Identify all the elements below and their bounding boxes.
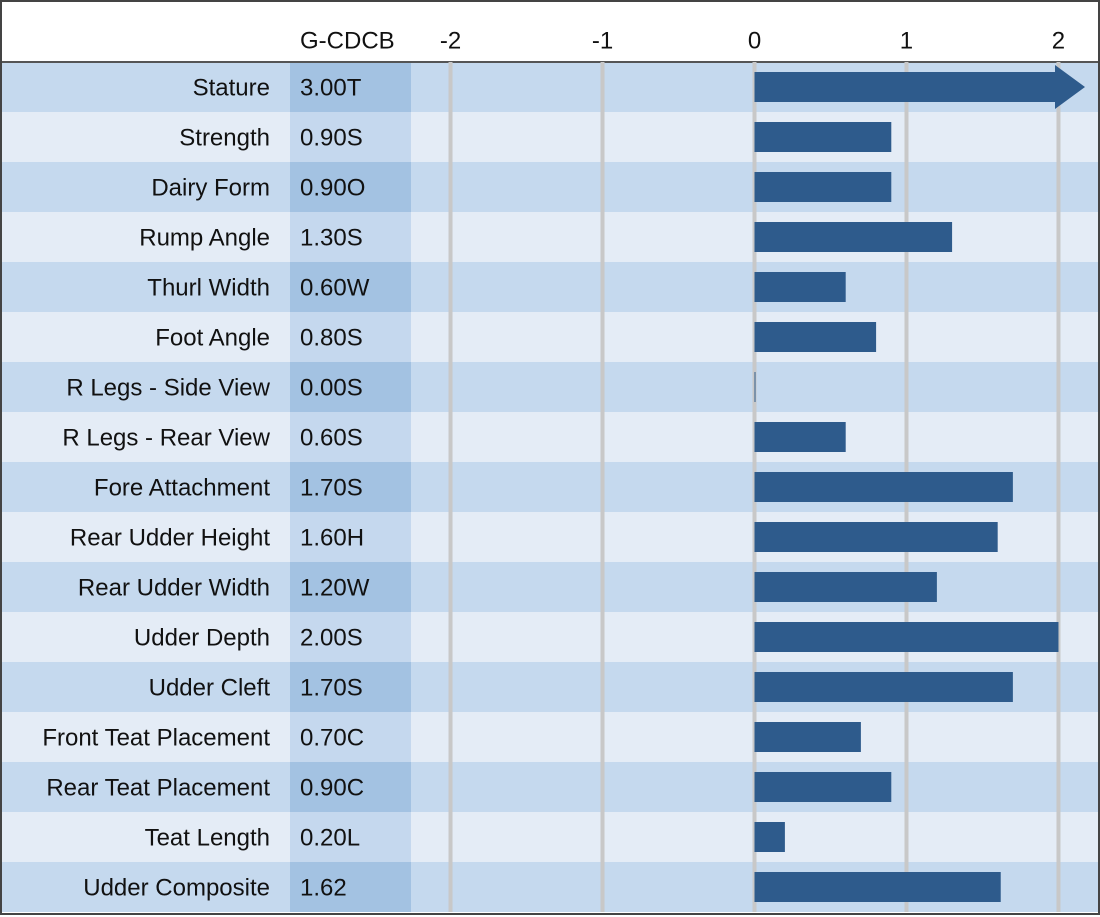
category-label: Teat Length: [145, 824, 270, 851]
bar: [754, 772, 892, 802]
category-label: Strength: [179, 124, 270, 151]
bar: [754, 422, 846, 452]
value-label: 1.70S: [300, 674, 363, 701]
row-background: [2, 262, 1098, 312]
value-label: 0.60S: [300, 424, 363, 451]
row-background: [2, 112, 1098, 162]
value-cell: [290, 812, 411, 862]
bar: [754, 872, 1001, 902]
category-label: Foot Angle: [155, 324, 270, 351]
value-cell: [290, 262, 411, 312]
value-label: 3.00T: [300, 74, 362, 101]
value-cell: [290, 712, 411, 762]
row-background: [2, 362, 1098, 412]
value-cell: [290, 362, 411, 412]
value-label: 0.20L: [300, 824, 360, 851]
column-header: G-CDCB: [300, 27, 395, 54]
value-cell: [290, 462, 411, 512]
x-tick-label: 2: [1052, 27, 1065, 54]
category-label: Front Teat Placement: [42, 724, 270, 751]
row-background: [2, 412, 1098, 462]
value-label: 1.70S: [300, 474, 363, 501]
bar: [754, 822, 785, 852]
value-label: 0.90O: [300, 174, 365, 201]
value-label: 2.00S: [300, 624, 363, 651]
x-tick-label: -1: [592, 27, 613, 54]
value-cell: [290, 762, 411, 812]
value-cell: [290, 662, 411, 712]
category-label: Udder Depth: [134, 624, 270, 651]
x-tick-label: 0: [748, 27, 761, 54]
x-tick-label: 1: [900, 27, 913, 54]
value-cell: [290, 162, 411, 212]
category-label: Stature: [193, 74, 270, 101]
value-cell: [290, 62, 411, 112]
value-cell: [290, 312, 411, 362]
value-label: 0.00S: [300, 374, 363, 401]
bar: [754, 722, 861, 752]
value-cell: [290, 862, 411, 912]
category-label: Thurl Width: [147, 274, 270, 301]
bar: [754, 522, 998, 552]
value-cell: [290, 412, 411, 462]
category-label: R Legs - Rear View: [62, 424, 270, 451]
category-label: Rear Teat Placement: [46, 774, 270, 801]
value-label: 1.30S: [300, 224, 363, 251]
bar: [754, 322, 877, 352]
value-label: 1.60H: [300, 524, 364, 551]
value-cell: [290, 612, 411, 662]
bar: [754, 622, 1059, 652]
bar: [754, 222, 953, 252]
bar: [754, 122, 892, 152]
value-label: 1.20W: [300, 574, 370, 601]
bar: [754, 372, 756, 402]
bar: [754, 672, 1013, 702]
row-background: [2, 762, 1098, 812]
value-label: 0.90C: [300, 774, 364, 801]
value-cell: [290, 512, 411, 562]
row-background: [2, 312, 1098, 362]
category-label: Udder Composite: [83, 874, 270, 901]
bar: [754, 172, 892, 202]
category-label: Rear Udder Height: [70, 524, 270, 551]
category-label: Rump Angle: [139, 224, 270, 251]
value-label: 0.80S: [300, 324, 363, 351]
value-label: 0.90S: [300, 124, 363, 151]
bar-arrow: [754, 65, 1085, 109]
category-label: Fore Attachment: [94, 474, 270, 501]
category-label: Udder Cleft: [149, 674, 271, 701]
bar: [754, 472, 1013, 502]
value-cell: [290, 212, 411, 262]
value-label: 0.60W: [300, 274, 370, 301]
value-label: 1.62: [300, 874, 347, 901]
value-label: 0.70C: [300, 724, 364, 751]
bar: [754, 572, 937, 602]
category-label: R Legs - Side View: [66, 374, 270, 401]
value-cell: [290, 562, 411, 612]
category-label: Rear Udder Width: [78, 574, 270, 601]
row-background: [2, 812, 1098, 862]
row-background: [2, 712, 1098, 762]
category-label: Dairy Form: [151, 174, 270, 201]
row-background: [2, 162, 1098, 212]
x-tick-label: -2: [440, 27, 461, 54]
value-cell: [290, 112, 411, 162]
bar: [754, 272, 846, 302]
